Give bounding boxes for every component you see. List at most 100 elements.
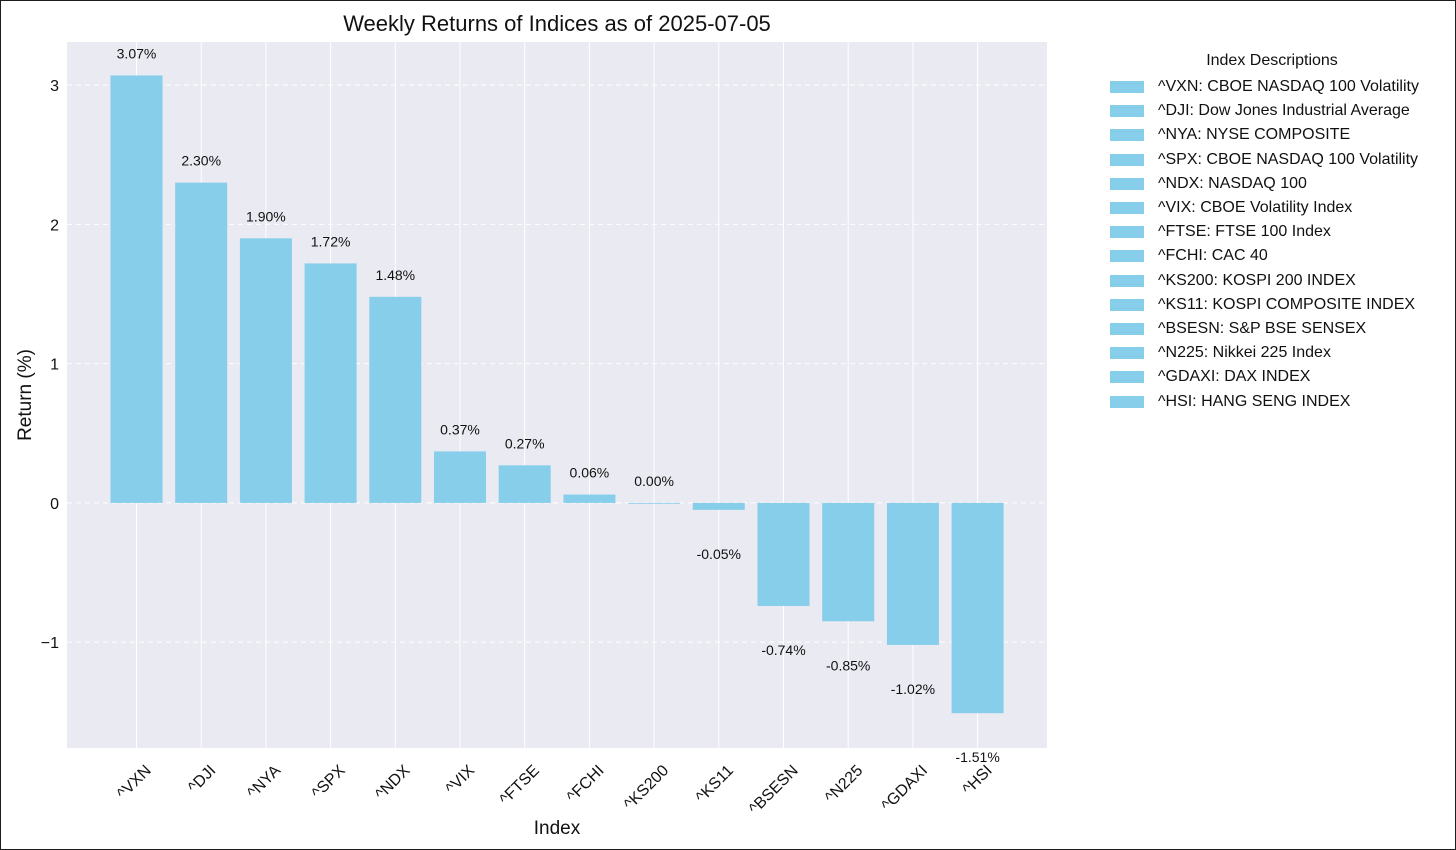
bar <box>822 502 875 622</box>
bar-value-label: 0.27% <box>505 435 545 451</box>
legend-title: Index Descriptions <box>1206 52 1338 69</box>
bar-value-label: 3.07% <box>117 45 157 61</box>
x-tick-label: ^NDX <box>372 762 413 803</box>
legend-swatch <box>1110 322 1144 335</box>
y-axis-label: Return (%) <box>15 349 36 441</box>
legend-entry-label: ^HSI: HANG SENG INDEX <box>1158 392 1351 410</box>
x-tick-label: ^KS11 <box>693 762 737 806</box>
bar <box>110 75 163 503</box>
legend-swatch <box>1110 129 1144 142</box>
bar-value-label: 1.48% <box>375 267 415 283</box>
bar <box>757 502 810 606</box>
legend-entry-label: ^VXN: CBOE NASDAQ 100 Volatility <box>1158 78 1419 96</box>
bar-value-label: 1.72% <box>311 233 351 249</box>
legend-entry-label: ^KS11: KOSPI COMPOSITE INDEX <box>1158 295 1416 313</box>
legend-entry: ^KS11: KOSPI COMPOSITE INDEX <box>1110 293 1450 317</box>
legend-entry-label: ^NYA: NYSE COMPOSITE <box>1158 126 1351 144</box>
bar <box>951 502 1004 714</box>
bar-value-label: 1.90% <box>246 208 286 224</box>
legend-swatch <box>1110 202 1144 215</box>
legend-entry: ^FCHI: CAC 40 <box>1110 244 1450 268</box>
bar <box>175 182 228 503</box>
bar <box>498 465 551 503</box>
legend-entry: ^DJI: Dow Jones Industrial Average <box>1110 99 1450 123</box>
legend-entry-label: ^SPX: CBOE NASDAQ 100 Volatility <box>1158 150 1419 168</box>
y-tick-label: 3 <box>50 78 59 95</box>
legend-swatch <box>1110 395 1144 408</box>
legend-entry-label: ^FCHI: CAC 40 <box>1158 247 1268 265</box>
x-tick-label: ^GDAXI <box>879 762 932 815</box>
legend-entry-label: ^N225: Nikkei 225 Index <box>1158 344 1331 362</box>
legend-swatch <box>1110 347 1144 360</box>
bar-value-label: -0.74% <box>761 642 805 658</box>
legend-swatch <box>1110 250 1144 263</box>
legend-entry: ^VIX: CBOE Volatility Index <box>1110 196 1450 220</box>
bars <box>110 75 1004 714</box>
legend-entry: ^VXN: CBOE NASDAQ 100 Volatility <box>1110 75 1450 99</box>
legend-swatch <box>1110 371 1144 384</box>
y-tick-labels: −1 0 1 2 3 <box>41 78 59 652</box>
legend-entry-label: ^NDX: NASDAQ 100 <box>1158 174 1307 192</box>
legend-entry-label: ^DJI: Dow Jones Industrial Average <box>1158 102 1410 120</box>
x-tick-label: ^VIX <box>443 762 479 798</box>
y-tick-label: −1 <box>41 635 59 652</box>
legend-entry: ^NYA: NYSE COMPOSITE <box>1110 123 1450 147</box>
legend-entry: ^SPX: CBOE NASDAQ 100 Volatility <box>1110 148 1450 172</box>
x-tick-label: ^HSI <box>960 762 996 798</box>
x-tick-label: ^VXN <box>114 762 155 803</box>
bar <box>628 502 681 504</box>
bar <box>304 263 357 503</box>
legend-swatch <box>1110 226 1144 239</box>
bar <box>563 494 616 503</box>
legend-swatch <box>1110 153 1144 166</box>
x-tick-label: ^DJI <box>185 762 219 796</box>
bar <box>692 502 745 510</box>
bar-value-label: 2.30% <box>181 153 221 169</box>
x-tick-label: ^FCHI <box>564 762 608 806</box>
bar-value-label: -0.05% <box>697 546 741 562</box>
legend-entry: ^BSESN: S&P BSE SENSEX <box>1110 317 1450 341</box>
x-tick-label: ^BSESN <box>746 762 802 818</box>
x-tick-label: ^N225 <box>822 762 866 806</box>
legend-entry-label: ^GDAXI: DAX INDEX <box>1158 368 1311 386</box>
x-tick-labels: ^VXN ^DJI ^NYA ^SPX ^NDX ^VIX ^FTSE ^FCHI ^KS200… <box>114 762 996 818</box>
legend-entry: ^NDX: NASDAQ 100 <box>1110 172 1450 196</box>
chart-title: Weekly Returns of Indices as of 2025-07-… <box>343 11 771 36</box>
legend-entry-label: ^BSESN: S&P BSE SENSEX <box>1158 319 1367 337</box>
plot-area <box>67 42 1047 748</box>
legend-entry: ^HSI: HANG SENG INDEX <box>1110 389 1450 413</box>
bar-value-label: -1.51% <box>955 749 999 765</box>
legend-entry: ^KS200: KOSPI 200 INDEX <box>1110 269 1450 293</box>
legend-swatch <box>1110 274 1144 287</box>
legend-items: ^VXN: CBOE NASDAQ 100 Volatility ^DJI: Do… <box>1110 75 1450 414</box>
bar <box>434 451 486 503</box>
legend: Index Descriptions ^VXN: CBOE NASDAQ 100… <box>1110 52 1450 414</box>
x-tick-label: ^SPX <box>309 762 349 802</box>
legend-swatch <box>1110 177 1144 190</box>
legend-entry: ^GDAXI: DAX INDEX <box>1110 365 1450 389</box>
x-axis-label: Index <box>534 818 581 839</box>
legend-swatch <box>1110 298 1144 311</box>
y-tick-label: 0 <box>50 496 59 513</box>
legend-entry: ^N225: Nikkei 225 Index <box>1110 341 1450 365</box>
bar-value-label: 0.00% <box>634 473 674 489</box>
legend-entry: ^FTSE: FTSE 100 Index <box>1110 220 1450 244</box>
legend-swatch <box>1110 81 1144 94</box>
value-labels: 3.07% 2.30% 1.90% 1.72% 1.48% 0.37% 0.27% 0.06%… <box>117 45 1000 765</box>
bar <box>886 502 939 645</box>
x-tick-label: ^NYA <box>244 762 284 802</box>
bar-value-label: -1.02% <box>891 681 935 697</box>
bar-value-label: 0.06% <box>570 465 610 481</box>
bar <box>239 238 292 503</box>
y-tick-label: 2 <box>50 217 59 234</box>
legend-entry-label: ^KS200: KOSPI 200 INDEX <box>1158 271 1356 289</box>
bar <box>369 296 422 503</box>
legend-entry-label: ^VIX: CBOE Volatility Index <box>1158 199 1353 217</box>
x-tick-label: ^KS200 <box>621 762 672 813</box>
y-tick-label: 1 <box>50 357 59 374</box>
bar-value-label: 0.37% <box>440 421 480 437</box>
bar-value-label: -0.85% <box>826 657 870 673</box>
legend-entry-label: ^FTSE: FTSE 100 Index <box>1158 223 1331 241</box>
legend-swatch <box>1110 105 1144 118</box>
